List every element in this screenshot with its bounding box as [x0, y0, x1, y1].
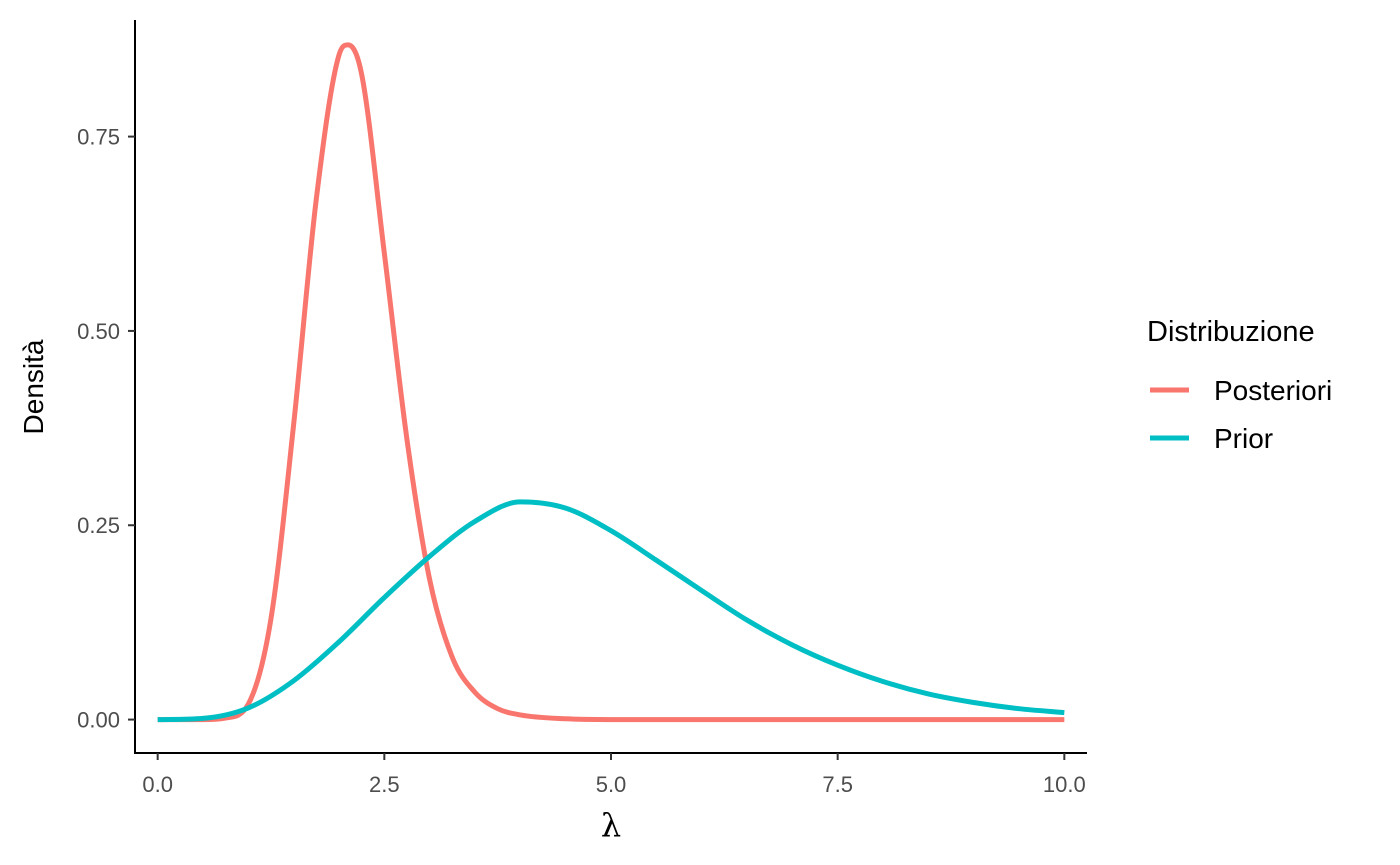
x-axis-ticks: 0.0 2.5 5.0 7.5 10.0 [142, 753, 1086, 797]
y-tick-label: 0.75 [77, 125, 120, 150]
x-tick-label: 0.0 [142, 772, 173, 797]
legend-title: Distribuzione [1147, 316, 1315, 348]
y-tick-label: 0.25 [77, 513, 120, 538]
series-line-posteriori [157, 42, 1065, 723]
y-axis-ticks: 0.00 0.25 0.50 0.75 [77, 125, 135, 733]
y-axis-title: Densità [18, 339, 49, 434]
plot-area [157, 42, 1065, 723]
x-tick-label: 10.0 [1043, 772, 1086, 797]
x-tick-label: 5.0 [596, 772, 627, 797]
legend: Distribuzione Posteriori Prior [1147, 316, 1332, 454]
x-tick-label: 2.5 [369, 772, 400, 797]
y-tick-label: 0.50 [77, 319, 120, 344]
x-axis-title: λ [601, 806, 621, 844]
legend-label-posteriori: Posteriori [1214, 375, 1332, 406]
y-tick-label: 0.00 [77, 708, 120, 733]
series-line-prior [157, 499, 1065, 723]
x-tick-label: 7.5 [822, 772, 853, 797]
legend-label-prior: Prior [1214, 423, 1273, 454]
